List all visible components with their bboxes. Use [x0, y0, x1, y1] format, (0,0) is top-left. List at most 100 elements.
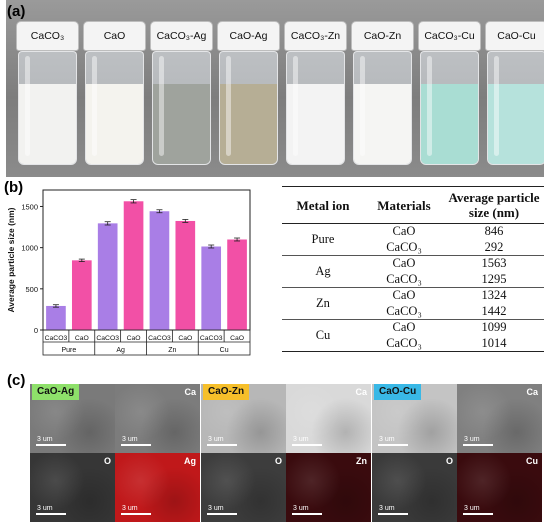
- vial-label: CaCO₃-Zn: [284, 21, 347, 51]
- table-row: CaCO₃ 292: [282, 239, 544, 256]
- table-row: Ag CaO 1563: [282, 255, 544, 288]
- element-label: Ag: [184, 456, 196, 466]
- vial-powder: [421, 84, 478, 164]
- vial: CaCO₃: [16, 21, 79, 167]
- vial-glass: [219, 51, 278, 165]
- panel-label-a: (a): [7, 3, 26, 20]
- scale-bar-label: 3 um: [293, 505, 309, 512]
- scale-bar: [121, 444, 151, 446]
- vial-powder: [86, 84, 143, 164]
- x-tick-label: CaCO3: [148, 335, 171, 342]
- sample-label: CaO-Zn: [203, 384, 250, 400]
- vial-label: CaCO₃-Cu: [418, 21, 481, 51]
- vial-glass: [286, 51, 345, 165]
- header-average-size: Average particle size (nm): [444, 186, 544, 224]
- bar-cao: [71, 260, 92, 330]
- eds-map-cu: Cu 3 um: [457, 453, 542, 522]
- vial-powder: [488, 84, 544, 164]
- cell-average-size: 1295: [444, 271, 544, 288]
- vial-glass: [85, 51, 144, 165]
- element-label: Zn: [356, 456, 367, 466]
- eds-map-grid: 3 um Ca 3 um O 3 um Zn 3 um: [201, 384, 371, 522]
- element-label: O: [103, 456, 111, 466]
- eds-map-o: O 3 um: [30, 453, 115, 522]
- cell-metal-ion: Ag: [282, 255, 364, 288]
- bar-cao: [175, 220, 196, 330]
- scale-bar-label: 3 um: [379, 436, 395, 443]
- element-label: Ca: [526, 387, 538, 397]
- group-label: Pure: [61, 347, 76, 354]
- particle-size-bar-chart: 0 500 1000 1500 Average particle size (nm) Ca…: [6, 189, 251, 356]
- cell-material: CaCO₃: [364, 303, 444, 320]
- element-label: Ca: [355, 387, 367, 397]
- vial-shine: [159, 56, 164, 156]
- vial-powder: [220, 84, 277, 164]
- scale-bar-label: 3 um: [379, 505, 395, 512]
- vial-powder: [153, 84, 210, 164]
- eds-map-grid: 3 um Ca 3 um O 3 um Cu 3 um: [372, 384, 542, 522]
- cell-average-size: 846: [484, 224, 504, 238]
- scale-bar: [36, 444, 66, 446]
- eds-map-grid: 3 um Ca 3 um O 3 um Ag 3 um: [30, 384, 200, 522]
- table-row: Zn CaO 1324: [282, 287, 544, 320]
- scale-bar: [378, 513, 408, 515]
- vial-shine: [226, 56, 231, 156]
- scale-bar: [207, 444, 237, 446]
- x-tick-label: CaCO3: [200, 335, 223, 342]
- table-row: CaCO₃ 1295: [282, 271, 544, 288]
- scale-bar-label: 3 um: [122, 436, 138, 443]
- header-materials: Materials: [364, 186, 444, 224]
- element-label: O: [445, 456, 453, 466]
- cell-material: CaCO₃: [364, 239, 444, 256]
- category-axis-box: [42, 329, 251, 356]
- vial: CaCO₃-Cu: [418, 21, 481, 167]
- vial: CaO-Cu: [485, 21, 544, 167]
- header-metal-ion: Metal ion: [282, 186, 364, 224]
- x-tick-label: CaO: [178, 335, 192, 342]
- table-row: CaCO₃ 1442: [282, 303, 544, 320]
- vial-glass: [18, 51, 77, 165]
- cell-average-size: 292: [444, 239, 544, 256]
- x-tick-label: CaCO3: [96, 335, 119, 342]
- scale-bar-label: 3 um: [293, 436, 309, 443]
- bar-caco3: [97, 223, 118, 330]
- scale-bar: [292, 513, 322, 515]
- element-label: Cu: [526, 456, 538, 466]
- x-tick-label: CaO: [127, 335, 141, 342]
- vial-label: CaO-Zn: [351, 21, 414, 51]
- eds-map-ca: Ca 3 um: [286, 384, 371, 453]
- vial-label: CaCO₃: [16, 21, 79, 51]
- cell-average-size: 1442: [444, 303, 544, 320]
- sample-label: CaO-Cu: [374, 384, 422, 400]
- scale-bar: [207, 513, 237, 515]
- vial-powder: [19, 84, 76, 164]
- x-tick-label: CaO: [75, 335, 89, 342]
- vial-shine: [293, 56, 298, 156]
- scale-bar-label: 3 um: [122, 505, 138, 512]
- particle-size-table: Metal ion Materials Average particle siz…: [282, 186, 544, 352]
- sample-label: CaO-Ag: [32, 384, 80, 400]
- panel-label-c: (c): [7, 372, 26, 389]
- cell-average-size: 1563: [481, 256, 507, 270]
- scale-bar: [36, 513, 66, 515]
- bar-caco3: [149, 211, 170, 330]
- bar-cao: [123, 201, 144, 330]
- eds-map-zn: Zn 3 um: [286, 453, 371, 522]
- cell-average-size: 1324: [481, 288, 507, 302]
- y-tick-label: 1000: [21, 244, 38, 253]
- scale-bar-label: 3 um: [37, 505, 53, 512]
- vial-label: CaCO₃-Ag: [150, 21, 213, 51]
- table-row: CaCO₃ 1014: [282, 335, 544, 352]
- element-label: O: [274, 456, 282, 466]
- table-row: Pure CaO 846: [282, 223, 544, 256]
- scale-bar: [292, 444, 322, 446]
- x-tick-label: CaO: [230, 335, 244, 342]
- vial-shine: [92, 56, 97, 156]
- cell-material: CaCO₃: [364, 271, 444, 288]
- vial-shine: [25, 56, 30, 156]
- scale-bar-label: 3 um: [464, 436, 480, 443]
- group-label: Zn: [168, 347, 176, 354]
- scale-bar-label: 3 um: [464, 505, 480, 512]
- cell-material: CaO: [392, 224, 416, 238]
- vial: CaCO₃-Ag: [150, 21, 213, 167]
